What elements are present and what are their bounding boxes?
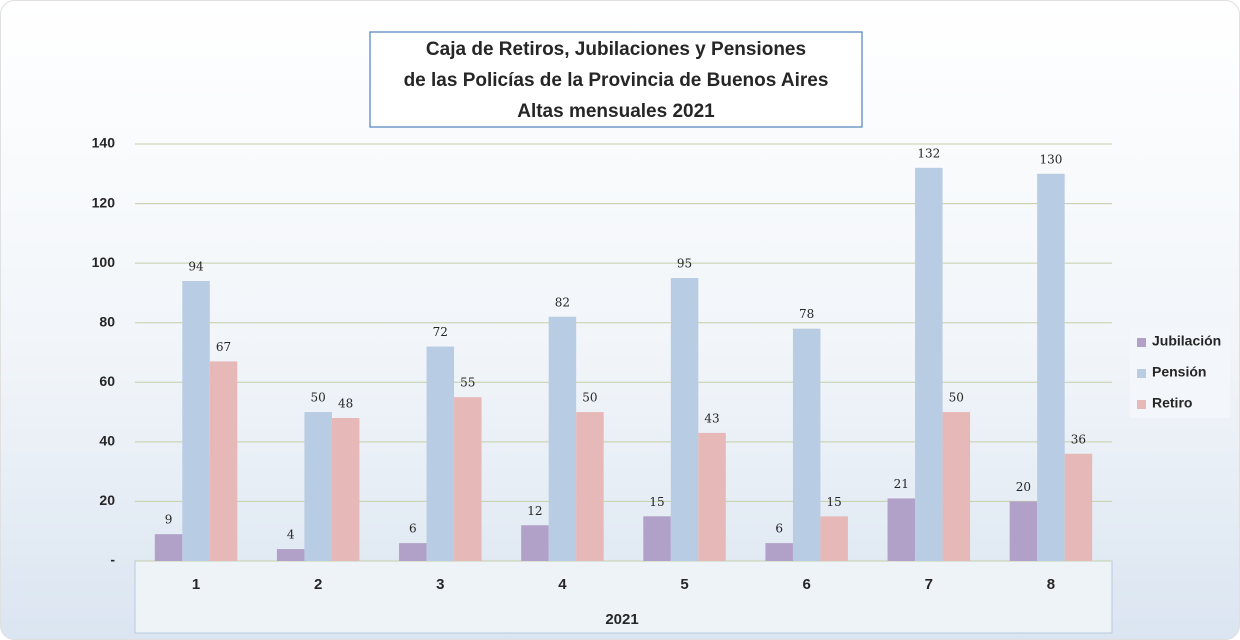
data-label: 15 (649, 495, 664, 509)
category-area (134, 560, 1113, 634)
data-label: 95 (677, 257, 692, 271)
bar (820, 516, 848, 561)
data-label: 94 (188, 260, 204, 274)
legend-swatch (1137, 400, 1146, 409)
y-tick-label: 120 (92, 194, 116, 210)
chart-title: Caja de Retiros, Jubilaciones y Pensione… (426, 39, 806, 60)
bar (209, 361, 238, 561)
bar (399, 543, 427, 561)
x-tick-label: 3 (436, 576, 444, 593)
data-label: 82 (555, 295, 570, 309)
data-label: 50 (582, 391, 597, 405)
data-label: 130 (1039, 152, 1062, 166)
data-label: 132 (917, 146, 940, 160)
data-label: 20 (1016, 480, 1031, 494)
y-tick-label: 80 (99, 313, 115, 329)
x-tick-label: 6 (803, 576, 811, 593)
bar (304, 412, 332, 561)
x-tick-label: 1 (192, 576, 200, 593)
x-tick-label: 8 (1047, 576, 1055, 593)
bar (548, 316, 577, 561)
data-label: 36 (1071, 432, 1086, 446)
y-tick-label: - (110, 552, 115, 568)
data-label: 72 (433, 325, 448, 339)
bar (331, 418, 360, 561)
x-axis-label: 2021 (605, 611, 638, 628)
bar (521, 525, 549, 561)
data-label: 12 (527, 504, 542, 518)
data-label: 21 (894, 477, 909, 491)
y-tick-label: 60 (99, 373, 115, 389)
bar (154, 534, 183, 561)
x-tick-label: 7 (925, 576, 933, 593)
legend-label: Jubilación (1152, 333, 1221, 349)
bar (670, 278, 699, 561)
bar (915, 167, 943, 562)
x-tick-label: 2 (314, 576, 322, 593)
bar (426, 346, 455, 561)
data-label: 67 (216, 340, 231, 354)
data-label: 78 (799, 307, 814, 321)
y-tick-label: 20 (99, 492, 115, 508)
legend-label: Pensión (1152, 364, 1206, 380)
data-label: 48 (338, 397, 353, 411)
bar (942, 412, 971, 561)
bar (792, 328, 821, 561)
data-label: 55 (460, 376, 475, 390)
data-label: 6 (775, 522, 783, 536)
bar (765, 543, 793, 561)
legend-box (1130, 328, 1230, 418)
chart-title: de las Policías de la Provincia de Bueno… (404, 70, 829, 91)
x-tick-label: 4 (558, 576, 567, 593)
bar (1009, 501, 1038, 561)
data-label: 43 (704, 411, 719, 425)
x-tick-label: 5 (680, 576, 688, 593)
legend-label: Retiro (1152, 395, 1192, 411)
bar (887, 498, 916, 561)
y-tick-label: 40 (99, 433, 115, 449)
bar (576, 412, 604, 561)
data-label: 15 (827, 495, 842, 509)
chart-title: Altas mensuales 2021 (517, 101, 715, 122)
bar (454, 397, 482, 561)
bar (1037, 173, 1065, 562)
legend-swatch (1137, 338, 1146, 347)
bar (182, 281, 210, 561)
data-label: 4 (287, 528, 295, 542)
y-tick-label: 140 (92, 135, 116, 151)
data-label: 50 (311, 391, 326, 405)
legend-swatch (1137, 369, 1146, 378)
data-label: 9 (165, 513, 173, 527)
bar (698, 432, 726, 561)
bar (643, 516, 671, 561)
data-label: 50 (949, 391, 964, 405)
title-box (369, 31, 863, 128)
y-tick-label: 100 (92, 254, 116, 270)
bar (276, 549, 305, 561)
data-label: 6 (409, 522, 417, 536)
bar (1064, 453, 1093, 561)
